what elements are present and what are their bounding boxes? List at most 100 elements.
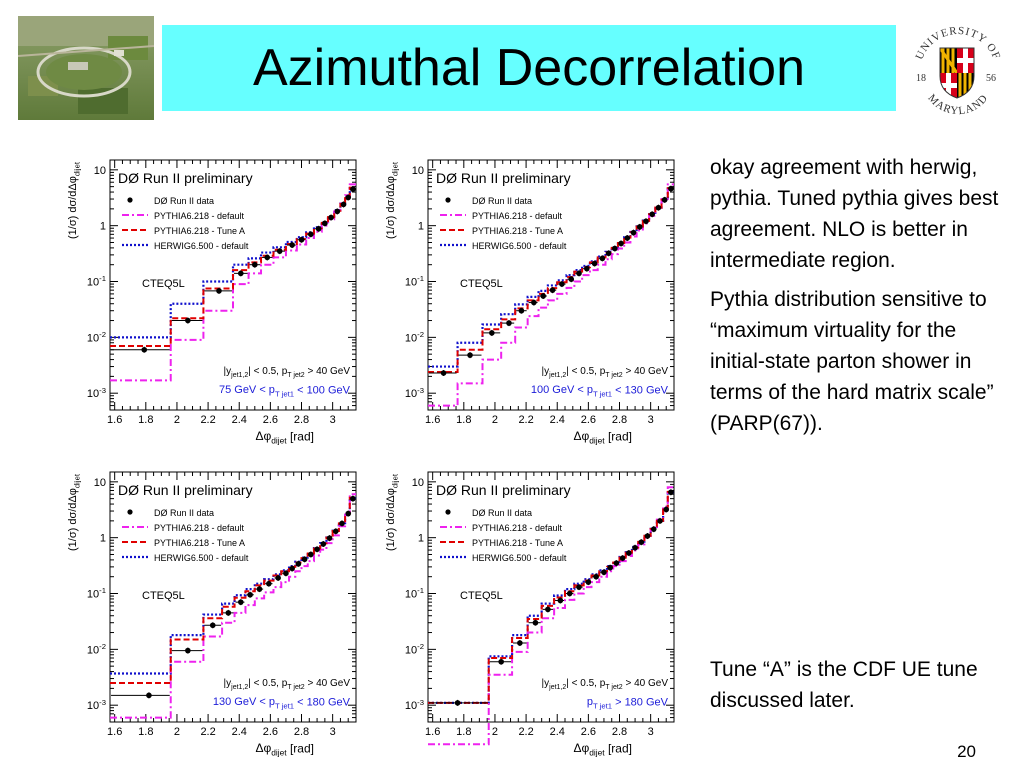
y-tick-label: 10-3 xyxy=(87,386,106,400)
data-point xyxy=(301,556,308,563)
note-agreement: okay agreement with herwig, pythia. Tune… xyxy=(710,156,999,272)
series-1-line xyxy=(110,493,356,719)
data-point xyxy=(266,580,272,587)
data-point xyxy=(517,640,523,646)
data-point xyxy=(657,518,663,524)
cut-label: |yjet1,2| < 0.5, pT jet2 > 40 GeV xyxy=(224,678,351,691)
data-point xyxy=(585,579,592,585)
legend-label: PYTHIA6.218 - default xyxy=(472,523,563,533)
data-point xyxy=(591,260,598,267)
x-tick-label: 1.8 xyxy=(456,414,471,426)
x-tick-label: 3 xyxy=(648,414,654,426)
data-point xyxy=(289,242,295,248)
y-tick-label: 10-2 xyxy=(405,642,424,656)
x-tick-label: 2.2 xyxy=(518,414,533,426)
data-point xyxy=(638,539,645,545)
university-seal-logo: UNIVERSITY OF MARYLAND 18 56 xyxy=(898,14,1014,118)
y-axis-label: (1/σ) dσ/dΔφdijet xyxy=(67,161,81,239)
data-point xyxy=(584,265,590,272)
data-point xyxy=(566,590,573,597)
data-point xyxy=(540,293,547,299)
data-point xyxy=(308,231,314,238)
chart-title: DØ Run II preliminary xyxy=(436,170,571,186)
data-point xyxy=(601,569,607,576)
data-point xyxy=(644,533,651,539)
pdf-label: CTEQ5L xyxy=(142,278,185,290)
svg-text:18: 18 xyxy=(916,73,926,84)
y-tick-label: 10 xyxy=(94,477,106,489)
data-point xyxy=(185,317,191,324)
data-point xyxy=(237,270,244,277)
legend-label: DØ Run II data xyxy=(472,508,532,518)
x-tick-label: 2.8 xyxy=(294,726,309,738)
data-point xyxy=(275,575,281,581)
x-tick-label: 2.6 xyxy=(581,726,596,738)
slide-title: Azimuthal Decorrelation xyxy=(252,39,806,97)
pt-label: 130 GeV < pT jet1 < 180 GeV xyxy=(213,696,351,710)
data-point xyxy=(618,240,624,247)
y-tick-label: 10-1 xyxy=(405,274,424,288)
data-point xyxy=(649,211,656,218)
plot-panel-100-130: 1.6 1.8 2 2.2 2.4 2.6 2.8 3 10 1 10-1 10-2 10-3 Δφdij… xyxy=(378,148,678,448)
data-point xyxy=(314,546,320,553)
x-tick-label: 2.6 xyxy=(581,414,596,426)
data-point xyxy=(549,287,556,293)
data-point xyxy=(298,236,305,243)
x-tick-label: 1.6 xyxy=(107,414,122,426)
series-3-line xyxy=(428,491,674,704)
x-tick-label: 1.8 xyxy=(138,414,153,426)
data-point xyxy=(643,218,649,225)
legend-marker-data xyxy=(127,197,133,203)
y-tick-label: 10-3 xyxy=(87,698,106,712)
legend-label: PYTHIA6.218 - Tune A xyxy=(154,538,245,548)
x-tick-label: 2.2 xyxy=(518,726,533,738)
pdf-label: CTEQ5L xyxy=(142,590,185,602)
y-tick-label: 10-1 xyxy=(87,274,106,288)
y-axis-label: (1/σ) dσ/dΔφdijet xyxy=(385,473,399,551)
data-point xyxy=(557,597,564,604)
data-point xyxy=(185,647,191,654)
data-point xyxy=(626,550,632,556)
pdf-label: CTEQ5L xyxy=(460,590,503,602)
data-point xyxy=(256,586,263,592)
data-point xyxy=(668,489,674,496)
chart-title: DØ Run II preliminary xyxy=(118,170,253,186)
data-point xyxy=(216,288,222,294)
pt-label: pT jet1 > 180 GeV xyxy=(587,696,669,710)
legend-label: PYTHIA6.218 - default xyxy=(154,523,245,533)
data-point xyxy=(612,245,618,252)
data-point xyxy=(141,346,148,353)
data-point xyxy=(624,235,631,241)
x-tick-label: 2.2 xyxy=(200,726,215,738)
page-number: 20 xyxy=(957,742,976,761)
x-axis-label: Δφdijet [rad] xyxy=(255,429,314,446)
legend-label: PYTHIA6.218 - Tune A xyxy=(472,538,563,548)
y-tick-label: 10-2 xyxy=(87,642,106,656)
legend-label: HERWIG6.500 - default xyxy=(154,553,249,563)
y-tick-label: 10 xyxy=(94,165,106,177)
x-axis-label: Δφdijet [rad] xyxy=(573,429,632,446)
data-point xyxy=(630,229,637,236)
data-point xyxy=(568,276,575,283)
note-tune-a: Tune “A” is the CDF UE tune discussed la… xyxy=(710,658,978,712)
pt-label: 75 GeV < pT jet1 < 100 GeV xyxy=(219,384,351,398)
data-point xyxy=(276,248,283,254)
data-point xyxy=(467,352,473,358)
y-tick-label: 10-2 xyxy=(405,330,424,344)
x-tick-label: 1.8 xyxy=(138,726,153,738)
data-point xyxy=(506,320,512,326)
y-tick-label: 1 xyxy=(418,533,424,545)
x-tick-label: 2.8 xyxy=(612,726,627,738)
data-point xyxy=(607,564,613,571)
x-tick-label: 2 xyxy=(492,414,498,426)
legend-label: PYTHIA6.218 - default xyxy=(154,211,245,221)
x-tick-label: 3 xyxy=(330,726,336,738)
data-point xyxy=(636,224,643,230)
data-point xyxy=(345,194,352,201)
x-tick-label: 1.6 xyxy=(107,726,122,738)
data-point xyxy=(289,565,295,572)
legend-label: HERWIG6.500 - default xyxy=(472,553,567,563)
data-point xyxy=(613,560,620,566)
y-axis-label: (1/σ) dσ/dΔφdijet xyxy=(67,473,81,551)
legend-marker-data xyxy=(127,509,133,515)
